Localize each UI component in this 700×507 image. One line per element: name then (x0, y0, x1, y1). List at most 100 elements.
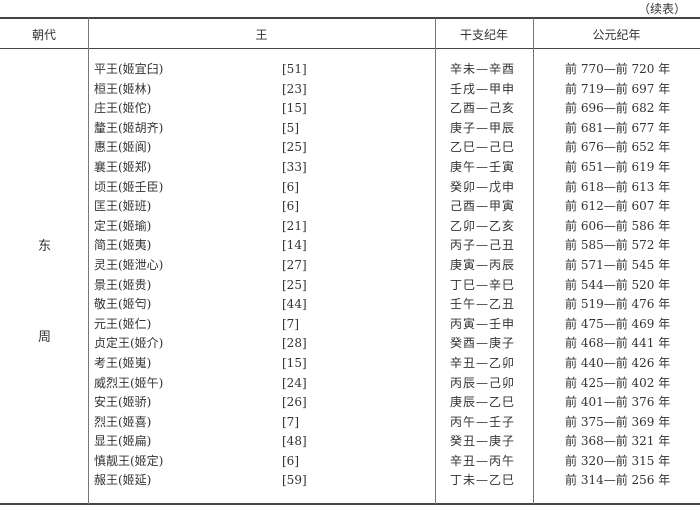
year-cell: 前 375—前 369 年 (565, 414, 671, 429)
year-cell: 前 475—前 469 年 (565, 316, 671, 331)
king-cell: 顷王(姬壬臣) (94, 179, 164, 194)
reign-years-cell: [6] (282, 199, 299, 214)
ganzhi-cell: 癸丑—庚子 (450, 434, 516, 449)
header-ganzhi: 干支纪年 (459, 28, 508, 42)
reign-years-cell: [59] (282, 473, 307, 488)
table-row: 烈王(姬喜) [7] 丙午—壬子 前 375—前 369 年 (0, 413, 700, 433)
table-row: 显王(姬扁) [48] 癸丑—庚子 前 368—前 321 年 (0, 432, 700, 452)
ganzhi-cell: 庚子—甲辰 (450, 120, 516, 135)
table-row: 釐王(姬胡齐) [5] 庚子—甲辰 前 681—前 677 年 (0, 119, 700, 139)
dynasty-char: 周 (38, 330, 52, 345)
table-row: 威烈王(姬午) [24] 丙辰—己卯 前 425—前 402 年 (0, 374, 700, 394)
reign-years-cell: [21] (282, 218, 307, 233)
reign-years-cell: [44] (282, 297, 307, 312)
table-row: 平王(姬宜臼) [51] 辛未—辛酉 前 770—前 720 年 (0, 60, 700, 80)
reign-years-cell: [23] (282, 81, 307, 96)
ganzhi-cell: 丙辰—己卯 (450, 375, 516, 390)
ganzhi-cell: 乙巳—己巳 (450, 140, 516, 155)
year-cell: 前 606—前 586 年 (565, 218, 671, 233)
king-cell: 定王(姬瑜) (94, 218, 152, 233)
king-cell: 元王(姬仁) (94, 316, 152, 331)
table-row: 匡王(姬班) [6] 己酉—甲寅 前 612—前 607 年 (0, 197, 700, 217)
reign-years-cell: [6] (282, 453, 299, 468)
header-dynasty: 朝代 (31, 28, 56, 42)
king-cell: 赧王(姬延) (94, 473, 152, 488)
column-divider (88, 18, 89, 504)
year-cell: 前 571—前 545 年 (565, 257, 671, 272)
reign-years-cell: [28] (282, 336, 307, 351)
king-cell: 庄王(姬佗) (94, 101, 152, 116)
reign-years-cell: [15] (282, 101, 307, 116)
king-cell: 考王(姬嵬) (94, 355, 152, 370)
reign-years-cell: [51] (282, 62, 307, 76)
reign-years-cell: [33] (282, 159, 307, 174)
reign-years-cell: [14] (282, 238, 307, 253)
header-rule (0, 48, 700, 49)
year-cell: 前 368—前 321 年 (565, 434, 671, 449)
table-row: 考王(姬嵬) [15] 辛丑—乙卯 前 440—前 426 年 (0, 354, 700, 374)
column-divider (435, 18, 436, 504)
dynasty-char: 东 (38, 239, 52, 254)
king-cell: 安王(姬骄) (94, 395, 152, 410)
reign-years-cell: [48] (282, 434, 307, 449)
king-cell: 平王(姬宜臼) (94, 62, 164, 76)
header-year: 公元纪年 (592, 28, 641, 42)
year-cell: 前 314—前 256 年 (565, 473, 671, 488)
table-row: 元王(姬仁) [7] 丙寅—壬申 前 475—前 469 年 (0, 315, 700, 335)
king-cell: 灵王(姬泄心) (94, 257, 164, 272)
continued-caption: （续表） (637, 2, 686, 16)
ganzhi-cell: 辛丑—乙卯 (450, 355, 516, 370)
ganzhi-cell: 乙卯—乙亥 (450, 218, 516, 233)
king-cell: 釐王(姬胡齐) (94, 120, 164, 135)
reign-years-cell: [15] (282, 355, 307, 370)
ganzhi-cell: 乙酉—己亥 (450, 101, 516, 116)
year-cell: 前 585—前 572 年 (565, 238, 671, 253)
ganzhi-cell: 丙子—己丑 (450, 238, 516, 253)
ganzhi-cell: 壬戌—甲申 (450, 81, 516, 96)
year-cell: 前 719—前 697 年 (565, 81, 671, 96)
table-body: 平王(姬宜臼) [51] 辛未—辛酉 前 770—前 720 年桓王(姬林) [23] 壬… (0, 60, 700, 491)
reign-years-cell: [5] (282, 120, 299, 135)
table-row: 灵王(姬泄心) [27] 庚寅—丙辰 前 571—前 545 年 (0, 256, 700, 276)
king-cell: 景王(姬贵) (94, 277, 152, 292)
year-cell: 前 696—前 682 年 (565, 101, 671, 116)
year-cell: 前 770—前 720 年 (565, 62, 671, 76)
reign-years-cell: [7] (282, 316, 299, 331)
table-row: 敬王(姬匄) [44] 壬午—乙丑 前 519—前 476 年 (0, 295, 700, 315)
ganzhi-cell: 丙寅—壬申 (450, 316, 516, 331)
ganzhi-cell: 庚午—壬寅 (450, 159, 516, 174)
table-row: 景王(姬贵) [25] 丁巳—辛巳 前 544—前 520 年 (0, 276, 700, 296)
ganzhi-cell: 庚寅—丙辰 (450, 257, 516, 272)
ganzhi-cell: 辛未—辛酉 (450, 62, 516, 76)
year-cell: 前 519—前 476 年 (565, 297, 671, 312)
king-cell: 烈王(姬喜) (94, 414, 152, 429)
ganzhi-cell: 丁巳—辛巳 (450, 277, 516, 292)
ganzhi-cell: 壬午—乙丑 (450, 297, 516, 312)
year-cell: 前 681—前 677 年 (565, 120, 671, 135)
table-row: 顷王(姬壬臣) [6] 癸卯—戊申 前 618—前 613 年 (0, 178, 700, 198)
ganzhi-cell: 丙午—壬子 (450, 414, 516, 429)
king-cell: 桓王(姬林) (94, 81, 152, 96)
year-cell: 前 401—前 376 年 (565, 395, 671, 410)
king-cell: 威烈王(姬午) (94, 375, 164, 390)
table-row: 桓王(姬林) [23] 壬戌—甲申 前 719—前 697 年 (0, 80, 700, 100)
table-row: 简王(姬夷) [14] 丙子—己丑 前 585—前 572 年 (0, 236, 700, 256)
year-cell: 前 544—前 520 年 (565, 277, 671, 292)
king-cell: 襄王(姬郑) (94, 159, 152, 174)
king-cell: 惠王(姬阆) (94, 140, 152, 155)
year-cell: 前 651—前 619 年 (565, 159, 671, 174)
table-row: 定王(姬瑜) [21] 乙卯—乙亥 前 606—前 586 年 (0, 217, 700, 237)
reign-years-cell: [26] (282, 395, 307, 410)
ganzhi-cell: 辛丑—丙午 (450, 453, 516, 468)
table-row: 慎靓王(姬定) [6] 辛丑—丙午 前 320—前 315 年 (0, 452, 700, 472)
reign-years-cell: [25] (282, 277, 307, 292)
king-cell: 贞定王(姬介) (94, 336, 164, 351)
year-cell: 前 676—前 652 年 (565, 140, 671, 155)
table-row: 贞定王(姬介) [28] 癸酉—庚子 前 468—前 441 年 (0, 334, 700, 354)
ganzhi-cell: 丁未—乙巳 (450, 473, 516, 488)
king-cell: 显王(姬扁) (94, 434, 152, 449)
year-cell: 前 425—前 402 年 (565, 375, 671, 390)
year-cell: 前 320—前 315 年 (565, 453, 671, 468)
reign-years-cell: [25] (282, 140, 307, 155)
table-row: 安王(姬骄) [26] 庚辰—乙巳 前 401—前 376 年 (0, 393, 700, 413)
